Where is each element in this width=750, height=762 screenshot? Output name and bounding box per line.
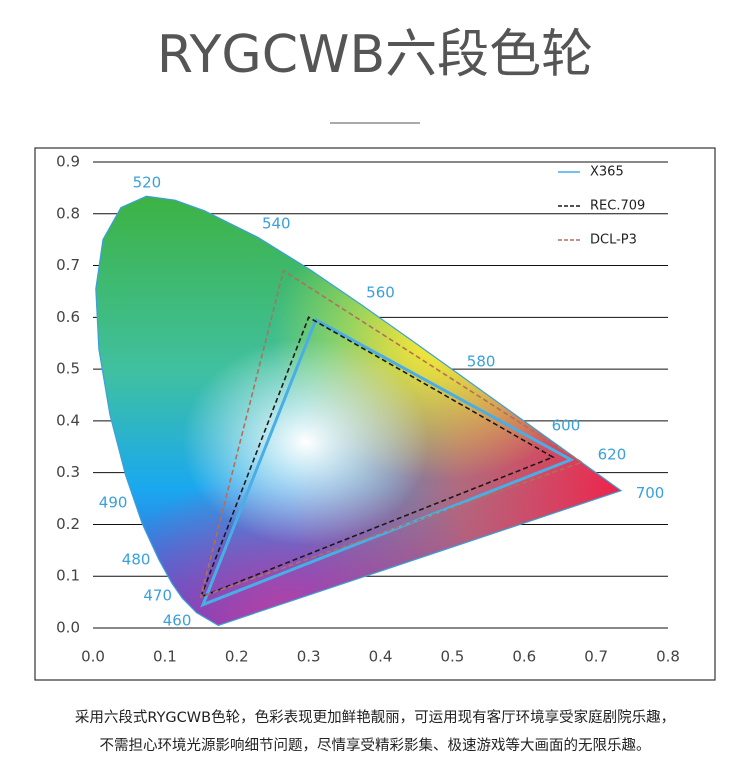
gamut-triangle xyxy=(199,316,555,599)
caption-line: 不需担心环境光源影响细节问题，尽情享受精彩影集、极速游戏等大画面的无限乐趣。 xyxy=(99,738,651,754)
y-tick-label: 0.8 xyxy=(56,204,80,222)
wavelength-label: 560 xyxy=(366,283,395,301)
y-tick-label: 0.9 xyxy=(56,153,80,171)
x-tick-label: 0.7 xyxy=(584,648,608,666)
legend-label: DCL-P3 xyxy=(590,233,637,248)
page-title: RYGCWB六段色轮 xyxy=(157,25,593,85)
wavelength-label: 580 xyxy=(467,352,496,370)
x-tick-label: 0.3 xyxy=(297,648,321,666)
y-tick-label: 0.6 xyxy=(56,308,80,326)
y-tick-label: 0.2 xyxy=(56,515,80,533)
spectral-locus xyxy=(95,195,623,627)
wavelength-label: 700 xyxy=(636,484,665,502)
wavelength-label: 460 xyxy=(163,611,192,629)
wavelength-label: 600 xyxy=(552,417,581,435)
x-tick-label: 0.8 xyxy=(656,648,680,666)
gamut-fill xyxy=(95,196,622,626)
caption-line: 采用六段式RYGCWB色轮，色彩表现更加鲜艳靓丽，可运用现有客厅环境享受家庭剧院… xyxy=(74,710,676,726)
gamut-triangle xyxy=(199,269,584,599)
x-tick-label: 0.1 xyxy=(153,648,177,666)
y-tick-label: 0.1 xyxy=(56,567,80,585)
y-tick-label: 0.3 xyxy=(56,463,80,481)
wavelength-label: 470 xyxy=(143,586,172,604)
legend-label: X365 xyxy=(590,165,624,180)
chart-frame xyxy=(34,147,716,681)
y-tick-label: 0.4 xyxy=(56,411,80,429)
gamut-triangle xyxy=(200,317,575,608)
x-tick-label: 0.4 xyxy=(369,648,393,666)
wavelength-label: 490 xyxy=(99,494,128,512)
chart: RYGCWB六段色轮 0.0 0.1 0.2 0.3 0.4 0.5 0.6 0.7 0.8 0.… xyxy=(34,25,716,681)
wavelength-label: 620 xyxy=(598,446,627,464)
x-tick-label: 0.0 xyxy=(81,648,105,666)
x-tick-label: 0.5 xyxy=(440,648,464,666)
legend-label: REC.709 xyxy=(590,199,645,214)
y-tick-label: 0.7 xyxy=(56,256,80,274)
x-tick-label: 0.6 xyxy=(512,648,536,666)
wavelength-label: 540 xyxy=(262,215,291,233)
wavelength-label: 520 xyxy=(133,174,162,192)
wavelength-label: 480 xyxy=(122,551,151,569)
y-tick-label: 0.0 xyxy=(56,619,80,637)
y-tick-label: 0.5 xyxy=(56,360,80,378)
x-tick-label: 0.2 xyxy=(225,648,249,666)
